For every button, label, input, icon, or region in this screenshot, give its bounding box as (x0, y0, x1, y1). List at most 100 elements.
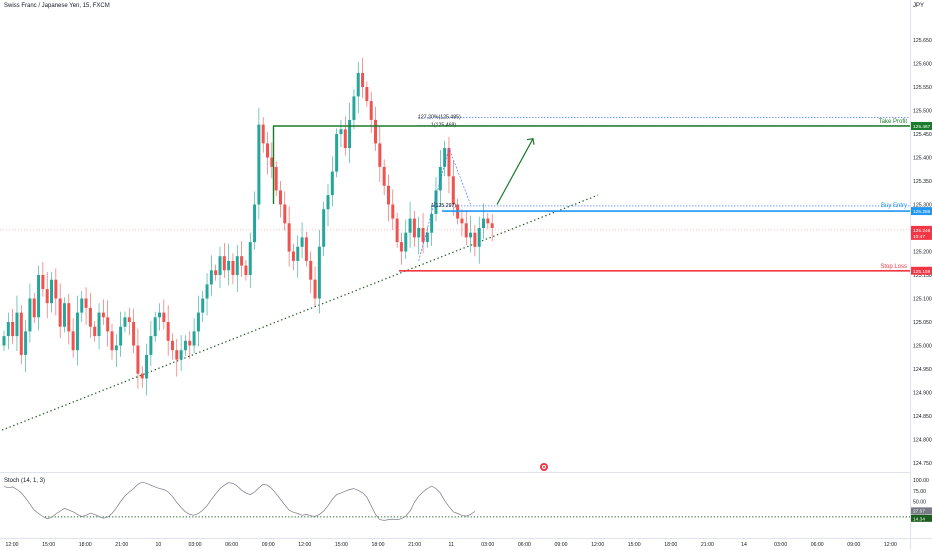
candle-body (110, 331, 114, 351)
candle-body (278, 190, 282, 205)
candle-body (123, 317, 127, 327)
candle-body (119, 326, 123, 346)
price-tick: 124.950 (913, 367, 932, 373)
candle-body (339, 129, 343, 134)
price-tick: 124.850 (913, 414, 932, 420)
candle-body (287, 223, 291, 252)
candle-body (291, 251, 295, 261)
svg-text:125.159: 125.159 (913, 269, 931, 275)
candle-body (88, 307, 92, 327)
svg-text:125.286: 125.286 (913, 209, 931, 215)
price-tick: 125.400 (913, 156, 932, 162)
candle-body (382, 166, 386, 186)
candle-body (274, 166, 278, 191)
candle-body (244, 265, 248, 275)
candle-body (93, 326, 97, 337)
svg-text:125.467: 125.467 (913, 124, 931, 130)
time-tick: 11 (449, 542, 454, 548)
price-tick: 124.900 (913, 391, 932, 397)
candle-body (214, 270, 218, 275)
candle-body (309, 260, 313, 280)
candle-body (430, 213, 434, 233)
candle-body (378, 143, 382, 167)
candle-body (166, 322, 170, 341)
candle-body (192, 331, 196, 346)
price-tick: 125.650 (913, 38, 932, 44)
svg-text:14.34: 14.34 (913, 516, 925, 522)
candle-body (477, 228, 481, 247)
time-tick: 18:00 (79, 542, 92, 548)
candle-body (153, 317, 157, 337)
ascending-trendline[interactable] (1, 194, 599, 431)
candle-body (469, 232, 473, 238)
candle-body (257, 124, 261, 205)
time-tick: 12:00 (884, 542, 897, 548)
candle-body (15, 312, 19, 337)
price-tick: 125.600 (913, 62, 932, 68)
candle-body (304, 237, 308, 261)
candle-body (391, 204, 395, 219)
time-tick: 03:00 (774, 542, 787, 548)
candle-body (313, 279, 317, 299)
candle-body (434, 190, 438, 214)
candle-body (162, 312, 166, 322)
economic-event-icon[interactable] (540, 463, 548, 471)
candle-body (227, 260, 231, 271)
candle-body (145, 354, 149, 379)
take-profit-price-tag: 125.467 (911, 122, 932, 131)
time-axis[interactable]: 12:00 15:00 18:00 21:00 10 03:00 06:00 09:00 12:… (6, 542, 897, 548)
candle-body (326, 195, 330, 210)
stoch-tick: 50.00 (913, 500, 926, 506)
stoch-k-tag: 27.07 (911, 507, 932, 514)
currency-label: JPY (912, 3, 924, 9)
candle-body (183, 340, 187, 351)
time-tick: 06:00 (518, 542, 531, 548)
candle-body (361, 72, 365, 87)
candle-body (106, 317, 110, 332)
stoch-tick: 100.00 (913, 478, 929, 484)
candle-body (54, 279, 58, 299)
candle-body (348, 119, 352, 149)
candle-body (343, 129, 347, 149)
candle-body (473, 232, 477, 247)
candle-body (101, 312, 105, 318)
buy-entry-price-tag: 125.286 (911, 207, 932, 216)
time-tick: 06:00 (811, 542, 824, 548)
candle-body (369, 101, 373, 120)
candle-body (253, 204, 257, 243)
candle-body (460, 218, 464, 224)
candle-body (335, 134, 339, 172)
candle-body (19, 312, 23, 355)
buy-entry-label: Buy Entry (881, 203, 907, 209)
candle-body (248, 242, 252, 275)
candle-body (188, 340, 192, 346)
fib-retrace-label: 1(125.297) (431, 203, 456, 209)
time-tick: 10 (156, 542, 162, 548)
stoch-indicator-label[interactable]: Stoch (14, 1, 3) (4, 478, 46, 484)
arrow-head-icon (526, 138, 535, 145)
time-tick: 21:00 (701, 542, 714, 548)
price-tick: 125.100 (913, 297, 932, 303)
candle-body (140, 373, 144, 379)
candle-body (464, 223, 468, 238)
svg-text:10:47: 10:47 (913, 234, 925, 240)
candle-body (209, 270, 213, 285)
candle-body (84, 298, 88, 308)
stop-loss-label: Stop Loss (880, 264, 907, 270)
candle-body (283, 204, 287, 224)
price-axis[interactable]: 125.650 125.600 125.550 125.500 125.450 125.4… (913, 38, 932, 467)
candle-body (149, 336, 153, 355)
time-tick: 12:00 (591, 542, 604, 548)
candle-body (71, 331, 75, 351)
projection-arrow[interactable] (496, 138, 534, 205)
price-tick: 125.450 (913, 132, 932, 138)
candle-body (270, 157, 274, 167)
candle-body (356, 72, 360, 97)
candle-body (80, 298, 84, 313)
price-tick: 125.300 (913, 203, 932, 209)
candlestick-series (2, 57, 494, 396)
candle-body (75, 312, 79, 351)
time-tick: 06:00 (225, 542, 238, 548)
